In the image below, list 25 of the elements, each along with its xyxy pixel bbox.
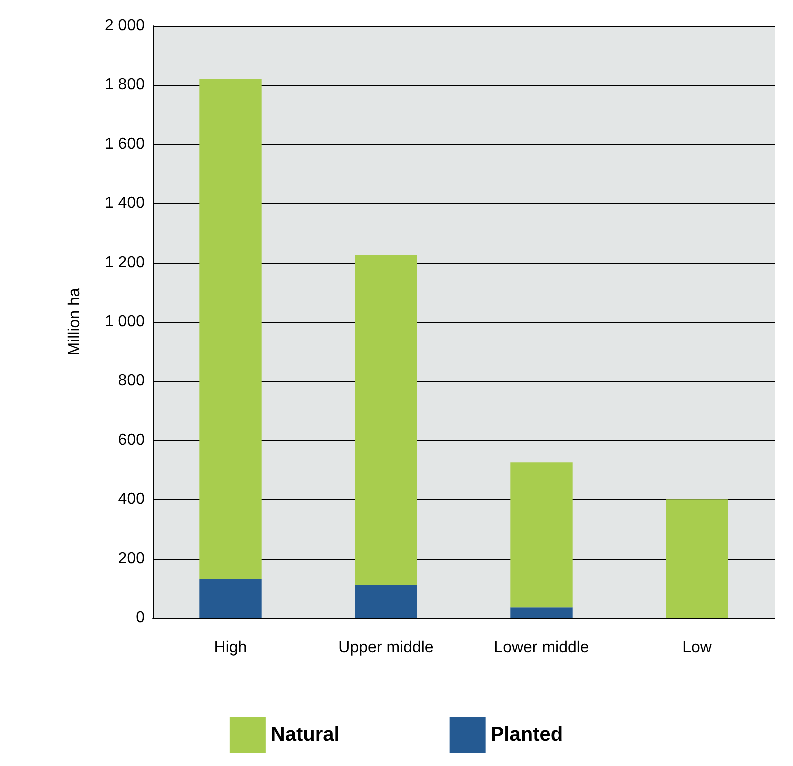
legend-label: Natural — [270, 724, 340, 746]
y-tick-label: 400 — [118, 491, 146, 508]
bar — [355, 585, 418, 618]
y-tick-label: 1 600 — [104, 136, 146, 153]
y-tick-label: 1 200 — [104, 254, 146, 272]
bar — [355, 255, 418, 586]
y-tick-label: 1 000 — [104, 314, 146, 330]
bar — [510, 608, 573, 618]
y-tick-label: 1 800 — [104, 76, 146, 94]
x-tick-label: Lower middle — [494, 640, 590, 656]
y-tick-label: 800 — [118, 372, 146, 390]
bar — [200, 580, 262, 618]
bar — [510, 462, 573, 608]
y-tick-label: 2 000 — [104, 18, 146, 34]
legend-label: Planted — [490, 724, 564, 746]
y-tick-label: 600 — [118, 432, 146, 449]
y-tick-label: 200 — [118, 550, 146, 568]
y-axis-title: Million ha — [66, 288, 84, 356]
y-tick-label: 1 400 — [104, 195, 146, 212]
y-tick-label: 0 — [136, 610, 146, 626]
bar — [200, 79, 262, 580]
x-tick-label: High — [214, 640, 248, 656]
x-tick-label: Upper middle — [338, 640, 434, 656]
x-tick-label: Low — [682, 640, 712, 656]
bar — [666, 500, 728, 618]
